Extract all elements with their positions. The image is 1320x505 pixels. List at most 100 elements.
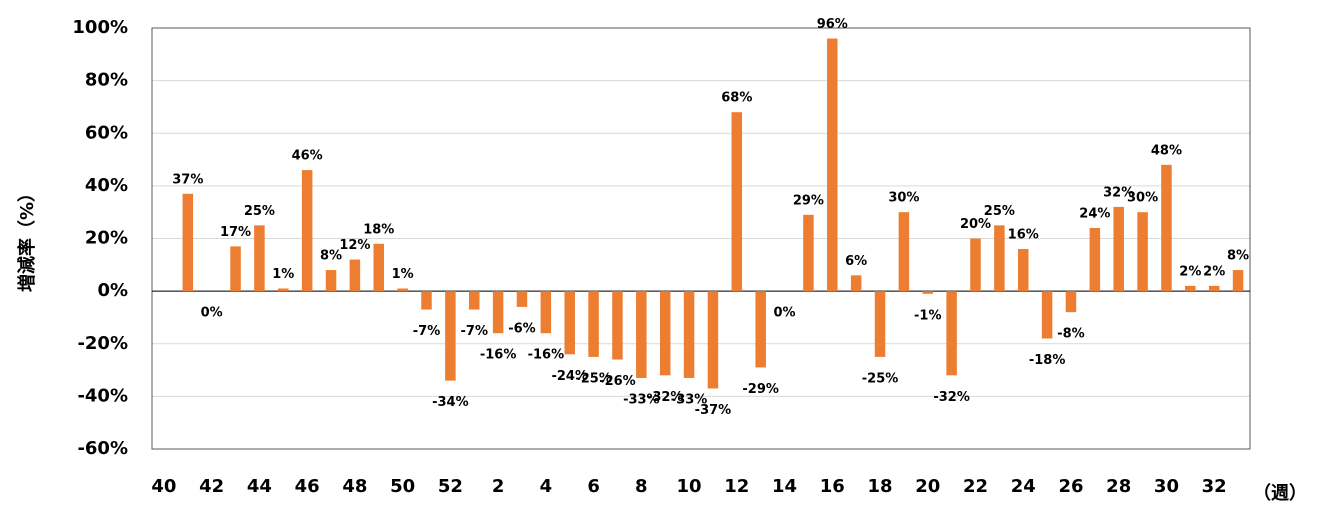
bar — [278, 288, 289, 292]
x-tick-label: 20 — [915, 476, 940, 497]
x-tick-label: 6 — [587, 476, 600, 497]
data-label: -34% — [432, 395, 469, 410]
bar — [182, 193, 194, 292]
bar — [946, 291, 957, 376]
data-label: 48% — [1151, 143, 1182, 158]
data-label: 0% — [774, 306, 796, 321]
y-tick-label: 40% — [85, 175, 128, 196]
data-label: 1% — [392, 267, 414, 282]
y-tick-label: 20% — [85, 228, 128, 249]
x-tick-label: 10 — [677, 476, 702, 497]
bar — [325, 270, 337, 292]
bar — [731, 112, 743, 292]
y-tick-label: -20% — [77, 333, 128, 354]
data-label: 6% — [845, 254, 867, 269]
data-label: 25% — [984, 204, 1015, 219]
bar — [636, 291, 647, 378]
x-tick-label: 26 — [1058, 476, 1083, 497]
data-label: 30% — [1127, 191, 1158, 206]
bar — [1041, 291, 1053, 339]
x-tick-label: 8 — [635, 476, 648, 497]
data-label: -8% — [1057, 327, 1084, 342]
x-tick-label: 18 — [867, 476, 892, 497]
data-label: 18% — [363, 222, 394, 237]
y-axis-title: 増減率（%） — [16, 184, 38, 292]
y-tick-label: 0% — [97, 280, 128, 301]
bar — [994, 225, 1005, 292]
bar — [516, 291, 528, 307]
data-label: 0% — [201, 306, 223, 321]
bar — [349, 259, 361, 292]
bar — [898, 212, 910, 292]
data-label: 25% — [244, 204, 275, 219]
data-label: 68% — [721, 91, 752, 106]
bar — [230, 246, 241, 292]
bar — [564, 291, 575, 355]
bar — [707, 291, 719, 389]
bar — [1089, 227, 1101, 292]
data-label: 20% — [960, 217, 991, 232]
data-label: 8% — [320, 249, 342, 264]
data-label: 16% — [1008, 228, 1039, 243]
bar — [659, 291, 671, 376]
data-label: -16% — [528, 348, 565, 363]
x-tick-label: 22 — [963, 476, 988, 497]
data-label: 32% — [1103, 185, 1134, 200]
bar — [922, 291, 934, 294]
bar — [421, 291, 432, 310]
bar — [612, 291, 623, 360]
bar — [588, 291, 599, 357]
x-tick-label: 50 — [390, 476, 415, 497]
bar — [373, 243, 385, 292]
data-label: -7% — [461, 324, 488, 339]
x-tick-label: 32 — [1202, 476, 1227, 497]
bar — [827, 38, 838, 292]
data-label: -37% — [695, 403, 732, 418]
data-label: -16% — [480, 348, 517, 363]
data-label: -33% — [671, 392, 708, 407]
data-label: 24% — [1079, 206, 1110, 221]
x-tick-label: 2 — [492, 476, 505, 497]
data-label: 37% — [172, 172, 203, 187]
data-label: -1% — [914, 308, 941, 323]
data-label: -6% — [508, 321, 535, 336]
y-tick-label: -60% — [77, 438, 128, 459]
data-label: 29% — [793, 193, 824, 208]
bar — [850, 275, 862, 292]
data-label: -33% — [623, 392, 660, 407]
bar — [468, 291, 480, 310]
x-tick-label: 42 — [199, 476, 224, 497]
bar — [755, 291, 766, 368]
data-label: 96% — [817, 17, 848, 32]
bar — [445, 291, 456, 381]
bar — [492, 291, 504, 334]
x-tick-label: 12 — [724, 476, 749, 497]
y-tick-label: 80% — [85, 70, 128, 91]
data-label: -26% — [599, 374, 636, 389]
bar — [803, 214, 814, 292]
data-label: 2% — [1203, 264, 1225, 279]
x-tick-label: 40 — [151, 476, 176, 497]
plot-border — [151, 27, 1251, 450]
bar — [301, 170, 313, 292]
x-tick-label: 48 — [342, 476, 367, 497]
x-tick-label: 4 — [540, 476, 553, 497]
data-label: -32% — [933, 390, 970, 405]
data-label: -18% — [1029, 353, 1066, 368]
x-tick-label: 16 — [820, 476, 845, 497]
bar — [1208, 285, 1220, 292]
bar — [1161, 164, 1172, 292]
data-label: -25% — [862, 371, 899, 386]
data-label: 17% — [220, 225, 251, 240]
x-tick-label: 46 — [295, 476, 320, 497]
x-tick-label: 30 — [1154, 476, 1179, 497]
bar — [540, 291, 552, 334]
bar — [1065, 291, 1077, 313]
data-label: -32% — [647, 390, 684, 405]
x-tick-label: 52 — [438, 476, 463, 497]
data-label: -25% — [575, 371, 612, 386]
bar — [1113, 206, 1124, 292]
y-tick-label: 100% — [72, 17, 128, 38]
bar — [970, 238, 981, 292]
